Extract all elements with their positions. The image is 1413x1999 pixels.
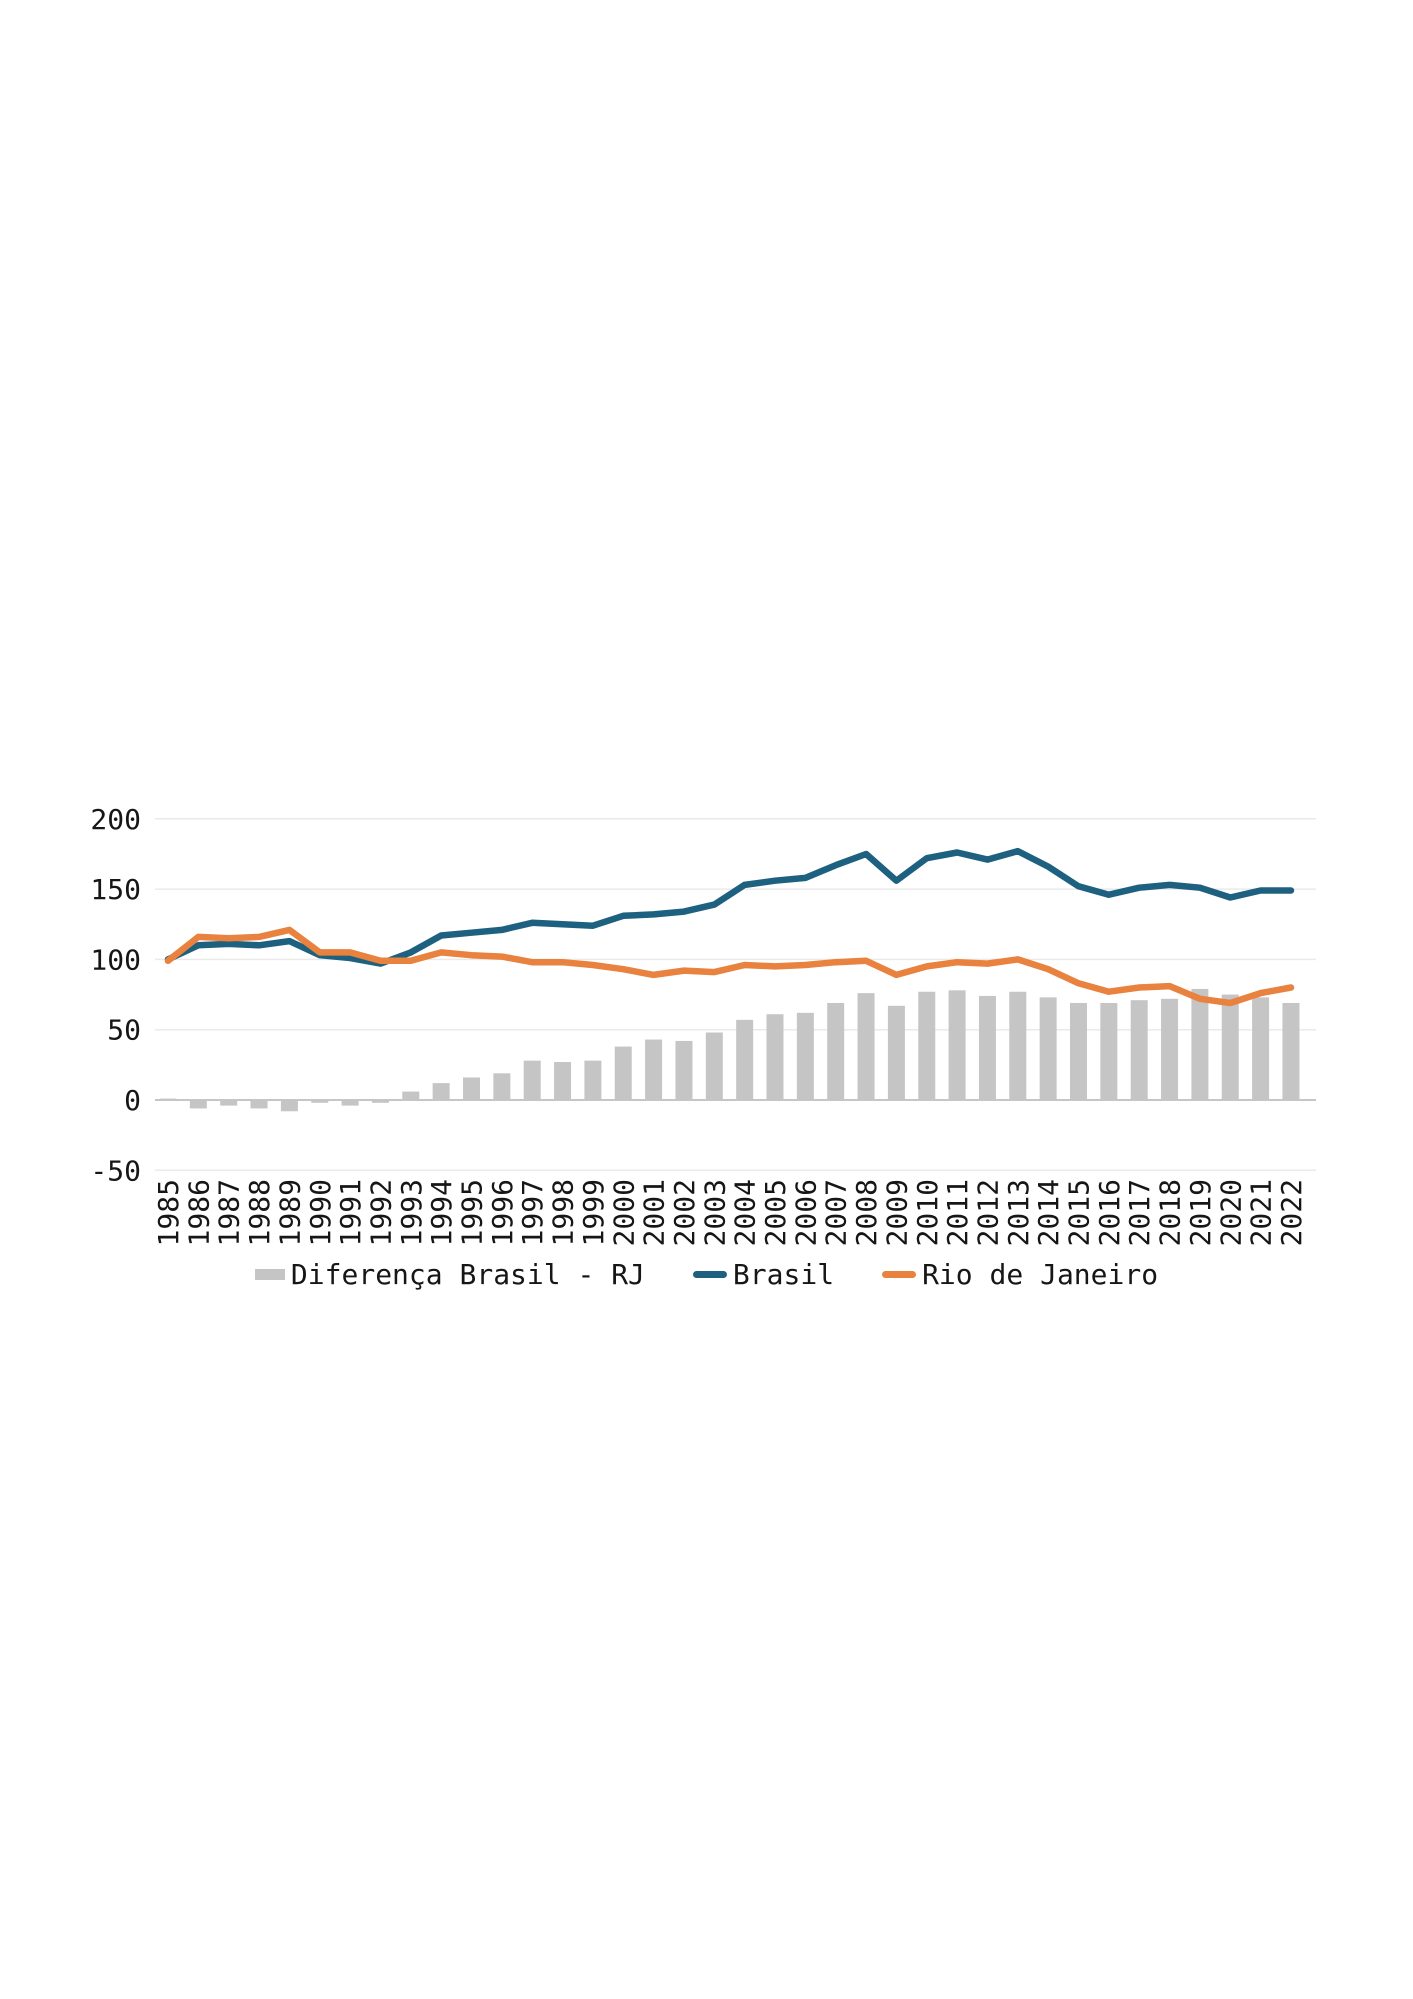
x-tick-label: 2022 <box>1275 1179 1308 1246</box>
x-tick-label: 1988 <box>243 1179 276 1246</box>
x-tick-label: 2000 <box>607 1179 640 1246</box>
legend-line-swatch-rio-icon <box>882 1271 917 1278</box>
legend-label-rio: Rio de Janeiro <box>922 1258 1159 1291</box>
bar-1994 <box>432 1083 450 1100</box>
x-tick-label: 2021 <box>1245 1179 1278 1246</box>
x-tick-label: 2005 <box>759 1179 792 1246</box>
bar-2020 <box>1221 994 1239 1100</box>
x-tick-label: 2007 <box>820 1179 853 1246</box>
legend-line-swatch-brasil-icon <box>692 1271 727 1278</box>
y-tick-label: 0 <box>124 1084 141 1117</box>
x-tick-label: 2008 <box>850 1179 883 1246</box>
bar-1998 <box>554 1062 572 1100</box>
bar-2018 <box>1161 998 1179 1100</box>
x-tick-label: 2015 <box>1063 1179 1096 1246</box>
bar-2017 <box>1130 1000 1148 1100</box>
bar-2013 <box>1009 991 1027 1100</box>
bar-2019 <box>1191 988 1209 1100</box>
bar-2014 <box>1039 997 1057 1100</box>
bar-2016 <box>1100 1002 1118 1100</box>
bar-1999 <box>584 1060 602 1100</box>
y-tick-label: 50 <box>107 1014 141 1047</box>
bar-2009 <box>887 1005 905 1100</box>
bar-1988 <box>250 1100 268 1109</box>
legend-item-diferenca: Diferença Brasil - RJ <box>254 1258 645 1291</box>
y-tick-label: 200 <box>90 803 141 836</box>
x-tick-label: 1995 <box>456 1179 489 1246</box>
x-tick-label: 2018 <box>1154 1179 1187 1246</box>
x-tick-label: 1989 <box>273 1179 306 1246</box>
bar-2006 <box>796 1012 814 1100</box>
x-tick-label: 1991 <box>334 1179 367 1246</box>
legend-item-rio: Rio de Janeiro <box>882 1258 1158 1291</box>
x-tick-label: 2013 <box>1002 1179 1035 1246</box>
x-tick-label: 2003 <box>698 1179 731 1246</box>
bar-2015 <box>1070 1002 1087 1100</box>
bar-1985 <box>159 1098 177 1100</box>
legend-label-brasil: Brasil <box>732 1258 835 1291</box>
chart-legend: Diferença Brasil - RJ Brasil Rio de Jane… <box>0 1258 1413 1291</box>
bar-1993 <box>402 1091 420 1100</box>
bar-2021 <box>1252 997 1270 1100</box>
bar-2002 <box>675 1040 693 1100</box>
bar-1987 <box>220 1100 238 1106</box>
x-tick-label: 2010 <box>911 1179 944 1246</box>
bar-1986 <box>189 1100 207 1109</box>
x-tick-label: 2004 <box>729 1179 762 1246</box>
bar-2001 <box>645 1039 663 1100</box>
x-tick-label: 2019 <box>1184 1179 1217 1246</box>
bar-2007 <box>827 1002 845 1100</box>
bar-2011 <box>948 990 966 1100</box>
x-tick-label: 1994 <box>425 1179 458 1246</box>
x-tick-label: 1990 <box>304 1179 337 1246</box>
x-tick-label: 2020 <box>1214 1179 1247 1246</box>
bar-2003 <box>705 1032 723 1100</box>
x-tick-label: 1986 <box>182 1179 215 1246</box>
bar-1991 <box>341 1100 359 1106</box>
bar-1997 <box>523 1060 541 1100</box>
y-tick-label: -50 <box>90 1154 141 1187</box>
x-tick-label: 1993 <box>395 1179 428 1246</box>
x-tick-label: 1996 <box>486 1179 519 1246</box>
x-tick-label: 2014 <box>1032 1179 1065 1246</box>
x-tick-label: 1998 <box>547 1179 580 1246</box>
x-tick-label: 2016 <box>1093 1179 1126 1246</box>
y-tick-label: 100 <box>90 943 141 976</box>
bar-2000 <box>614 1046 632 1100</box>
bar-1996 <box>493 1073 511 1100</box>
x-tick-label: 2012 <box>971 1179 1004 1246</box>
x-tick-label: 1992 <box>364 1179 397 1246</box>
line-rio-de-janeiro <box>164 926 1295 1007</box>
legend-bar-swatch-icon <box>254 1269 285 1280</box>
x-tick-label: 2009 <box>880 1179 913 1246</box>
bar-2004 <box>736 1019 754 1100</box>
legend-label-diferenca: Diferença Brasil - RJ <box>290 1258 645 1291</box>
bar-2005 <box>766 1014 784 1100</box>
x-tick-label: 2011 <box>941 1179 974 1246</box>
x-tick-label: 2006 <box>789 1179 822 1246</box>
x-tick-label: 2017 <box>1123 1179 1156 1246</box>
x-tick-label: 2002 <box>668 1179 701 1246</box>
y-tick-label: 150 <box>90 873 141 906</box>
bar-1995 <box>463 1077 480 1100</box>
x-tick-label: 1997 <box>516 1179 549 1246</box>
bar-2008 <box>857 993 875 1100</box>
bar-2022 <box>1282 1002 1300 1100</box>
bar-1990 <box>311 1100 329 1103</box>
bar-1989 <box>280 1100 298 1112</box>
legend-item-brasil: Brasil <box>692 1258 835 1291</box>
x-tick-label: 1987 <box>213 1179 246 1246</box>
bar-1992 <box>371 1100 389 1103</box>
x-tick-label: 2001 <box>638 1179 671 1246</box>
line-brasil <box>164 847 1295 967</box>
bar-2012 <box>978 995 996 1100</box>
x-tick-label: 1999 <box>577 1179 610 1246</box>
x-tick-label: 1985 <box>152 1179 185 1246</box>
bar-2010 <box>918 991 936 1100</box>
